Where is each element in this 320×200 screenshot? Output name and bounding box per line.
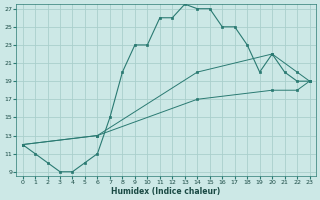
- X-axis label: Humidex (Indice chaleur): Humidex (Indice chaleur): [111, 187, 221, 196]
